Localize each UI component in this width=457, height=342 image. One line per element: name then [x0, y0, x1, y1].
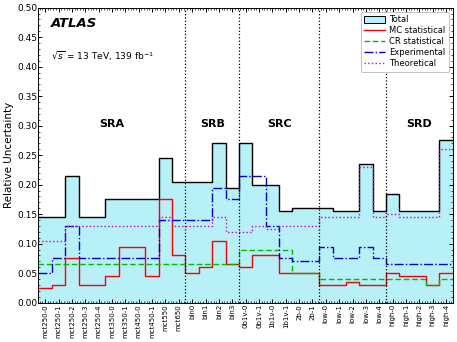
Text: ATLAS: ATLAS — [51, 16, 97, 29]
Text: SRC: SRC — [267, 119, 292, 129]
Text: SRB: SRB — [200, 119, 225, 129]
Text: SRD: SRD — [407, 119, 432, 129]
Text: $\sqrt{s}$ = 13 TeV, 139 fb$^{-1}$: $\sqrt{s}$ = 13 TeV, 139 fb$^{-1}$ — [51, 49, 154, 63]
Y-axis label: Relative Uncertainty: Relative Uncertainty — [4, 102, 14, 208]
Legend: Total, MC statistical, CR statistical, Experimental, Theoretical: Total, MC statistical, CR statistical, E… — [361, 12, 449, 72]
Text: SRA: SRA — [100, 119, 125, 129]
